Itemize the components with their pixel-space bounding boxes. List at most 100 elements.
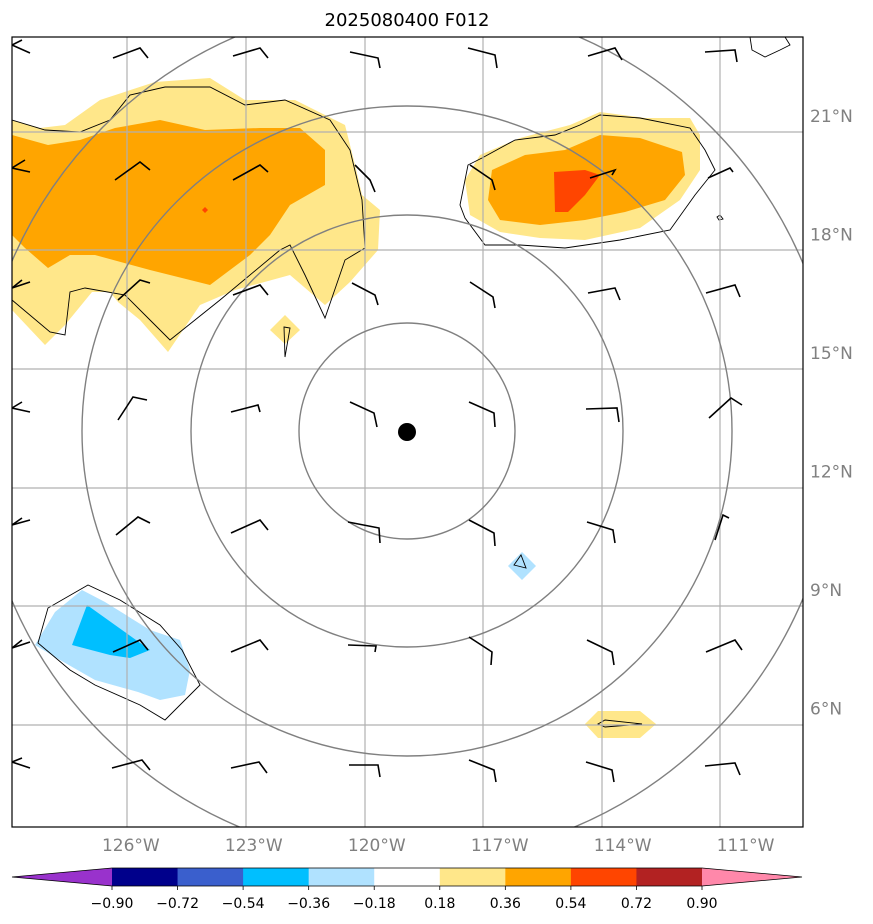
wind-barb <box>12 39 31 54</box>
wind-barb <box>230 639 269 653</box>
colorbar-tick-label: 0.18 <box>424 896 455 912</box>
wind-barb <box>587 287 621 301</box>
colorbar-segment <box>308 868 375 886</box>
colorbar-tick-label: −0.18 <box>353 896 396 912</box>
wind-barb <box>115 516 151 536</box>
wind-barb <box>705 639 743 653</box>
wind-barb <box>585 761 615 783</box>
wind-barb <box>12 517 31 526</box>
wind-barb <box>468 636 493 666</box>
range-ring-3 <box>81 105 733 757</box>
colorbar-tick-label: 0.90 <box>686 896 717 912</box>
wind-barb <box>347 644 377 653</box>
wind-barb <box>468 759 497 783</box>
colorbar-segment <box>636 868 703 886</box>
wind-barb <box>707 167 734 179</box>
colorbar-over-extension <box>702 868 802 886</box>
wind-barb <box>469 281 496 309</box>
wind-barb <box>714 513 730 541</box>
positive-anomaly-region-west-core <box>12 120 325 285</box>
wind-barb <box>704 49 738 63</box>
wind-barb <box>232 47 269 59</box>
wind-barb <box>586 639 615 666</box>
wind-barb <box>468 519 496 547</box>
colorbar-segment <box>177 868 244 886</box>
map-area <box>12 37 803 827</box>
contour-spot-east <box>513 554 527 569</box>
wind-barb <box>586 521 616 544</box>
positive-anomaly-dot <box>202 207 208 213</box>
wind-barb <box>232 164 269 181</box>
wind-barb <box>111 759 151 771</box>
wind-barb <box>230 404 261 413</box>
wind-barb <box>112 47 149 59</box>
contour-small-oval <box>716 214 724 221</box>
wind-barb <box>12 159 31 173</box>
colorbar-segment <box>374 868 441 886</box>
contour-spot-center <box>283 326 291 358</box>
latitude-tick-label: 21°N <box>810 107 853 127</box>
anomaly-fill-layer <box>12 78 700 738</box>
colorbar-tick-label: −0.72 <box>156 896 199 912</box>
longitude-tick-label: 120°W <box>348 836 406 856</box>
chart-title: 2025080400 F012 <box>325 10 490 31</box>
colorbar-segment <box>439 868 506 886</box>
contour-lines <box>12 37 791 728</box>
longitude-labels: 126°W 123°W 120°W 117°W 114°W 111°W <box>102 836 775 856</box>
latitude-labels: 21°N 18°N 15°N 12°N 9°N 6°N <box>810 107 853 720</box>
wind-barb <box>347 521 381 544</box>
contour-southwest <box>37 584 201 721</box>
wind-barb <box>12 639 31 649</box>
colorbar-tick-label: −0.54 <box>222 896 265 912</box>
latitude-tick-label: 6°N <box>810 700 842 720</box>
wind-barb <box>230 519 269 534</box>
wind-barb <box>354 164 376 193</box>
longitude-tick-label: 123°W <box>225 836 283 856</box>
colorbar-tick-label: 0.72 <box>621 896 652 912</box>
longitude-tick-label: 117°W <box>471 836 529 856</box>
wind-barb <box>585 407 620 423</box>
wind-barb <box>117 396 148 421</box>
contour-east <box>459 114 716 249</box>
colorbar-segment <box>112 868 179 886</box>
wind-barb <box>12 279 31 289</box>
colorbar-segment <box>243 868 310 886</box>
wind-barb <box>704 762 741 776</box>
colorbar-segment <box>505 868 572 886</box>
wind-barb <box>587 47 623 61</box>
wind-barb <box>708 396 743 419</box>
contour-spot-south <box>596 719 643 728</box>
latitude-tick-label: 12°N <box>810 463 853 483</box>
latitude-tick-label: 15°N <box>810 344 853 364</box>
wind-barb <box>705 284 741 298</box>
wind-barb <box>117 279 151 301</box>
wind-barb <box>12 401 31 413</box>
contour-northeast-corner <box>749 37 791 58</box>
positive-anomaly-region-east-peak <box>554 170 600 212</box>
wind-barb <box>232 284 269 296</box>
latitude-tick-label: 18°N <box>810 226 853 246</box>
longitude-tick-label: 126°W <box>102 836 160 856</box>
map-frame <box>11 36 804 828</box>
colorbar-tick-label: 0.36 <box>490 896 521 912</box>
range-ring-1 <box>298 322 516 540</box>
longitude-tick-label: 111°W <box>717 836 775 856</box>
colorbar-segment <box>570 868 637 886</box>
wind-barbs <box>12 39 743 783</box>
longitude-tick-label: 114°W <box>594 836 652 856</box>
wind-barb <box>114 160 151 181</box>
wind-barb <box>351 282 379 306</box>
positive-anomaly-spot-center <box>270 315 300 344</box>
latitude-tick-label: 9°N <box>810 581 842 601</box>
range-rings <box>12 37 803 827</box>
wind-barb <box>468 401 496 428</box>
negative-anomaly-spot-east <box>508 552 536 580</box>
colorbar: −0.90 −0.72 −0.54 −0.36 −0.18 0.18 0.36 0.54 0.7… <box>11 867 803 912</box>
storm-center-marker <box>398 423 416 441</box>
colorbar-tick-label: −0.36 <box>287 896 330 912</box>
wind-barb <box>467 47 498 69</box>
wind-barb <box>349 401 378 428</box>
colorbar-tick-label: 0.54 <box>555 896 586 912</box>
colorbar-tick-label: −0.90 <box>91 896 134 912</box>
